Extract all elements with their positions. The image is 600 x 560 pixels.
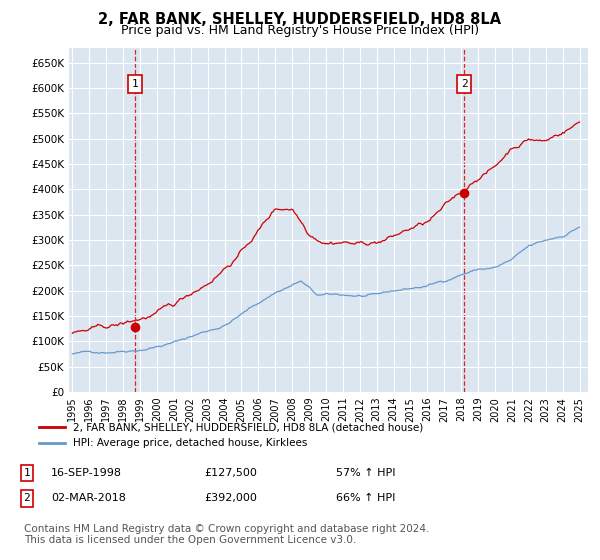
Text: 66% ↑ HPI: 66% ↑ HPI <box>336 493 395 503</box>
Legend: 2, FAR BANK, SHELLEY, HUDDERSFIELD, HD8 8LA (detached house), HPI: Average price: 2, FAR BANK, SHELLEY, HUDDERSFIELD, HD8 … <box>34 418 427 452</box>
Text: 2: 2 <box>461 79 467 89</box>
Text: 16-SEP-1998: 16-SEP-1998 <box>51 468 122 478</box>
Text: Price paid vs. HM Land Registry's House Price Index (HPI): Price paid vs. HM Land Registry's House … <box>121 24 479 36</box>
Text: 1: 1 <box>23 468 31 478</box>
Text: £127,500: £127,500 <box>204 468 257 478</box>
Text: 02-MAR-2018: 02-MAR-2018 <box>51 493 126 503</box>
Text: £392,000: £392,000 <box>204 493 257 503</box>
Text: 57% ↑ HPI: 57% ↑ HPI <box>336 468 395 478</box>
Text: 2: 2 <box>23 493 31 503</box>
Text: 1: 1 <box>132 79 139 89</box>
Text: 2, FAR BANK, SHELLEY, HUDDERSFIELD, HD8 8LA: 2, FAR BANK, SHELLEY, HUDDERSFIELD, HD8 … <box>98 12 502 27</box>
Text: Contains HM Land Registry data © Crown copyright and database right 2024.
This d: Contains HM Land Registry data © Crown c… <box>24 524 430 545</box>
